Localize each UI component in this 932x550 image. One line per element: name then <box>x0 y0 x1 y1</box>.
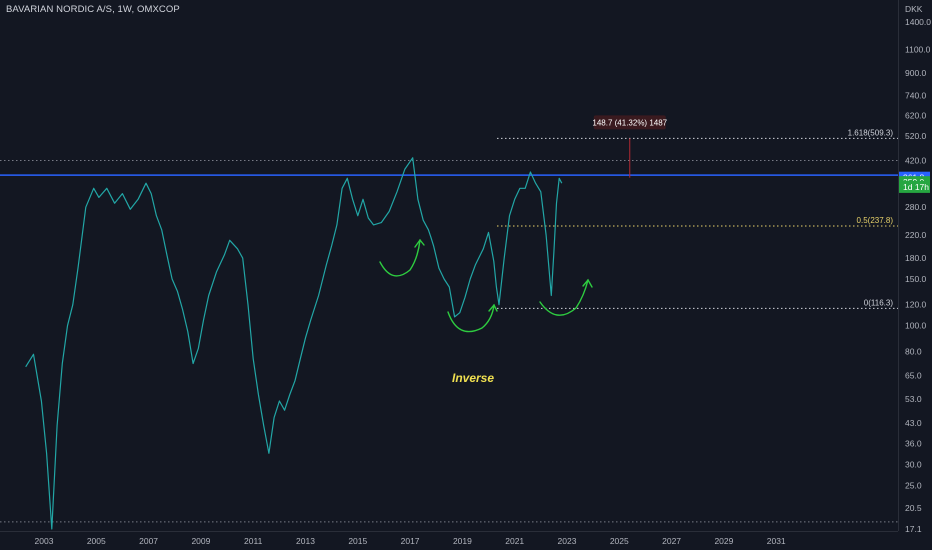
y-tick-label: 100.0 <box>905 321 927 331</box>
x-tick-label: 2021 <box>505 536 524 546</box>
y-tick-label: 120.0 <box>905 300 927 310</box>
x-tick-label: 2011 <box>244 536 263 546</box>
y-tick-label: 53.0 <box>905 394 922 404</box>
x-tick-label: 2029 <box>714 536 733 546</box>
y-tick-label: 36.0 <box>905 438 922 448</box>
price-series-line[interactable] <box>25 157 563 530</box>
y-tick-label: 620.0 <box>905 111 927 121</box>
fib-level-label: 0.5(237.8) <box>857 216 894 225</box>
currency-label: DKK <box>905 4 923 14</box>
fib-level-label: 1.618(509.3) <box>848 128 894 137</box>
x-tick-label: 2025 <box>610 536 629 546</box>
y-tick-label: 900.0 <box>905 68 927 78</box>
y-tick-label: 150.0 <box>905 274 927 284</box>
x-tick-label: 2019 <box>453 536 472 546</box>
y-tick-label: 30.0 <box>905 459 922 469</box>
x-tick-label: 2009 <box>191 536 210 546</box>
x-tick-label: 2007 <box>139 536 158 546</box>
annotation-text: Inverse <box>452 371 494 385</box>
measure-label-box <box>593 115 666 130</box>
x-tick-label: 2017 <box>401 536 420 546</box>
x-tick-label: 2003 <box>35 536 54 546</box>
price-badge <box>899 180 930 193</box>
x-tick-label: 2023 <box>558 536 577 546</box>
y-tick-label: 280.0 <box>905 202 927 212</box>
price-badge-label: 1d 17h <box>903 182 929 192</box>
chart-title: BAVARIAN NORDIC A/S, 1W, OMXCOP <box>6 4 180 15</box>
arrow-head-icon <box>414 238 425 248</box>
x-tick-label: 2031 <box>767 536 786 546</box>
x-tick-label: 2027 <box>662 536 681 546</box>
x-tick-label: 2005 <box>87 536 106 546</box>
y-tick-label: 420.0 <box>905 156 927 166</box>
fib-level-label: 0(116.3) <box>864 298 894 307</box>
arrow-head-icon <box>488 303 498 312</box>
y-tick-label: 17.1 <box>905 524 922 534</box>
y-tick-label: 80.0 <box>905 346 922 356</box>
y-tick-label: 1400.0 <box>905 17 931 27</box>
y-tick-label: 740.0 <box>905 90 927 100</box>
x-tick-label: 2015 <box>348 536 367 546</box>
y-tick-label: 65.0 <box>905 370 922 380</box>
y-tick-label: 20.5 <box>905 503 922 513</box>
pattern-arc-arrow[interactable] <box>447 304 495 333</box>
y-tick-label: 180.0 <box>905 253 927 263</box>
y-tick-label: 520.0 <box>905 131 927 141</box>
measure-label: 148.7 (41.32%) 1487 <box>592 118 667 127</box>
arrow-head-icon <box>582 278 593 288</box>
x-tick-label: 2013 <box>296 536 315 546</box>
y-tick-label: 25.0 <box>905 480 922 490</box>
pattern-arc-arrow[interactable] <box>379 239 421 277</box>
y-tick-label: 43.0 <box>905 418 922 428</box>
y-tick-label: 1100.0 <box>905 45 931 55</box>
pattern-arc-arrow[interactable] <box>539 279 589 316</box>
y-tick-label: 220.0 <box>905 230 927 240</box>
